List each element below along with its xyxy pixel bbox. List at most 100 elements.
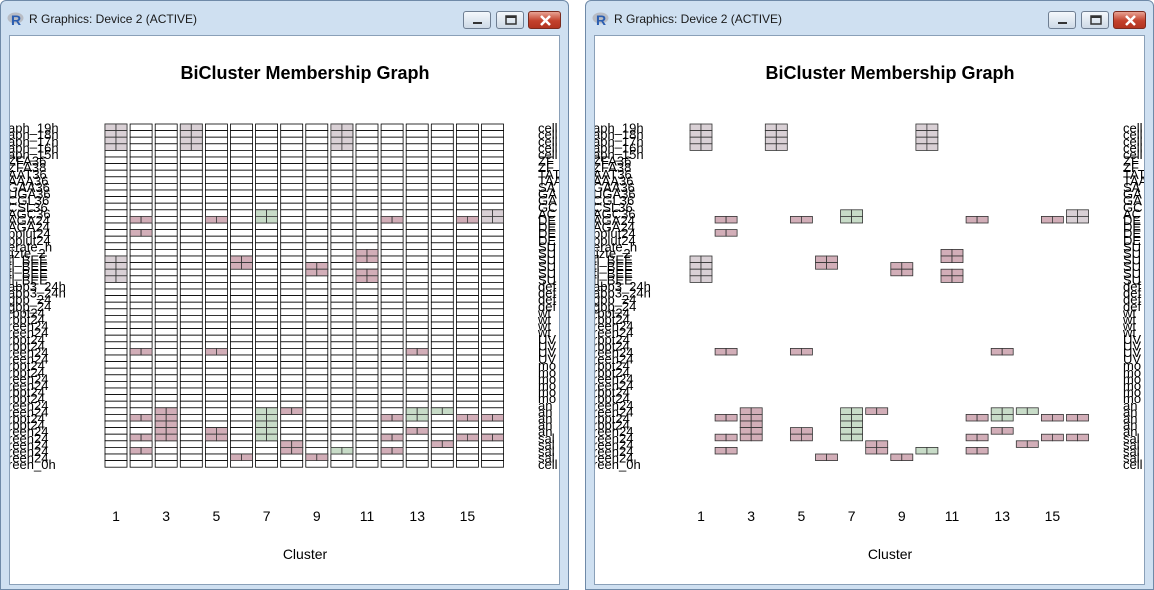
row-label-right: SU: [1123, 246, 1141, 261]
membership-cell: [355, 275, 368, 283]
cluster-cell: [154, 262, 178, 270]
cluster-cell: [154, 394, 178, 402]
cluster-cell: [280, 367, 304, 376]
cluster-cell: [380, 295, 404, 303]
cluster-cell: [230, 407, 253, 415]
cluster-cell: [104, 334, 128, 343]
cluster-cell: [305, 235, 329, 244]
cluster-cell: [330, 308, 354, 316]
cluster-cell: [104, 314, 128, 323]
cluster-cell: [230, 380, 253, 389]
cluster-cell: [204, 235, 228, 244]
row-label-right: cell: [538, 147, 558, 162]
cluster-cell: [355, 460, 379, 468]
membership-cell: [204, 347, 217, 356]
cluster-cell: [230, 242, 253, 250]
membership-cell: [815, 262, 827, 270]
maximize-button[interactable]: [1081, 11, 1109, 29]
cluster-cell: [255, 156, 279, 164]
membership-cell: [266, 407, 279, 415]
membership-cell: [926, 123, 939, 131]
cluster-cell: [255, 380, 279, 389]
cluster-cell: [179, 229, 203, 237]
cluster-cell: [104, 242, 128, 250]
row-label: rbpt24: [10, 365, 45, 380]
cluster-cell: [305, 321, 329, 329]
row-label: rbpt24: [595, 332, 630, 347]
window-titlebar[interactable]: R R Graphics: Device 2 (ACTIVE): [1, 1, 568, 35]
cluster-cell: [330, 354, 354, 362]
cluster-cell: [481, 420, 504, 428]
row-label: reen24: [595, 378, 633, 393]
cluster-cell: [104, 163, 128, 171]
close-button[interactable]: [1113, 11, 1146, 29]
row-label-right: SU: [538, 266, 556, 281]
membership-cell: [266, 420, 279, 428]
cluster-cell: [481, 380, 504, 389]
row-label-right: an: [1123, 424, 1137, 439]
cluster-cell: [179, 367, 203, 376]
cluster-cell: [330, 202, 354, 211]
minimize-button[interactable]: [463, 11, 491, 29]
membership-cell: [416, 407, 429, 415]
cluster-cell: [305, 446, 329, 455]
cluster-cell: [255, 354, 279, 362]
cluster-cell: [104, 156, 128, 164]
cluster-cell: [455, 453, 479, 461]
membership-cell: [876, 440, 889, 448]
cluster-cell: [204, 255, 228, 263]
cluster-cell: [380, 248, 404, 257]
row-label-right: GA: [1123, 187, 1142, 202]
close-button[interactable]: [528, 11, 561, 29]
cluster-cell: [481, 354, 504, 362]
cluster-cell: [154, 196, 178, 204]
cluster-cell: [330, 341, 354, 349]
cluster-cell: [154, 321, 178, 329]
row-label: aph_16h: [10, 140, 59, 155]
cluster-cell: [481, 288, 504, 296]
cluster-cell: [430, 446, 454, 455]
cluster-cell: [104, 169, 128, 178]
minimize-button[interactable]: [1048, 11, 1076, 29]
cluster-cell: [455, 314, 479, 323]
membership-cell: [826, 262, 838, 270]
cluster-cell: [455, 321, 479, 329]
cluster-cell: [204, 242, 228, 250]
cluster-cell: [230, 143, 253, 151]
row-label-right: sal: [538, 451, 555, 466]
window-titlebar[interactable]: R R Graphics: Device 2 (ACTIVE): [586, 1, 1153, 35]
cluster-cell: [405, 196, 429, 204]
cluster-cell: [154, 281, 178, 290]
cluster-cell: [305, 130, 329, 138]
cluster-cell: [230, 374, 253, 382]
cluster-cell: [405, 295, 429, 303]
cluster-cell: [104, 222, 128, 230]
membership-cell: [750, 427, 763, 435]
cluster-cell: [154, 380, 178, 389]
cluster-cell: [330, 255, 354, 263]
cluster-cell: [179, 433, 203, 442]
membership-cell: [714, 433, 727, 442]
membership-cell: [775, 143, 788, 151]
cluster-cell: [204, 394, 228, 402]
membership-cell: [129, 433, 142, 442]
membership-cell: [492, 413, 504, 422]
cluster-cell: [230, 196, 253, 204]
cluster-cell: [154, 301, 178, 310]
cluster-cell: [305, 394, 329, 402]
cluster-cell: [481, 268, 504, 277]
row-label: reen24: [10, 431, 48, 446]
cluster-cell: [104, 176, 128, 184]
cluster-cell: [204, 268, 228, 277]
membership-cell: [165, 407, 178, 415]
row-label: CSL36: [10, 200, 48, 215]
cluster-cell: [355, 334, 379, 343]
cluster-cell: [455, 248, 479, 257]
cluster-cell: [129, 328, 153, 336]
membership-cell: [976, 413, 989, 422]
cluster-cell: [255, 453, 279, 461]
membership-cell: [840, 433, 853, 442]
maximize-button[interactable]: [496, 11, 524, 29]
cluster-cell: [305, 301, 329, 310]
membership-cell: [1026, 440, 1039, 448]
